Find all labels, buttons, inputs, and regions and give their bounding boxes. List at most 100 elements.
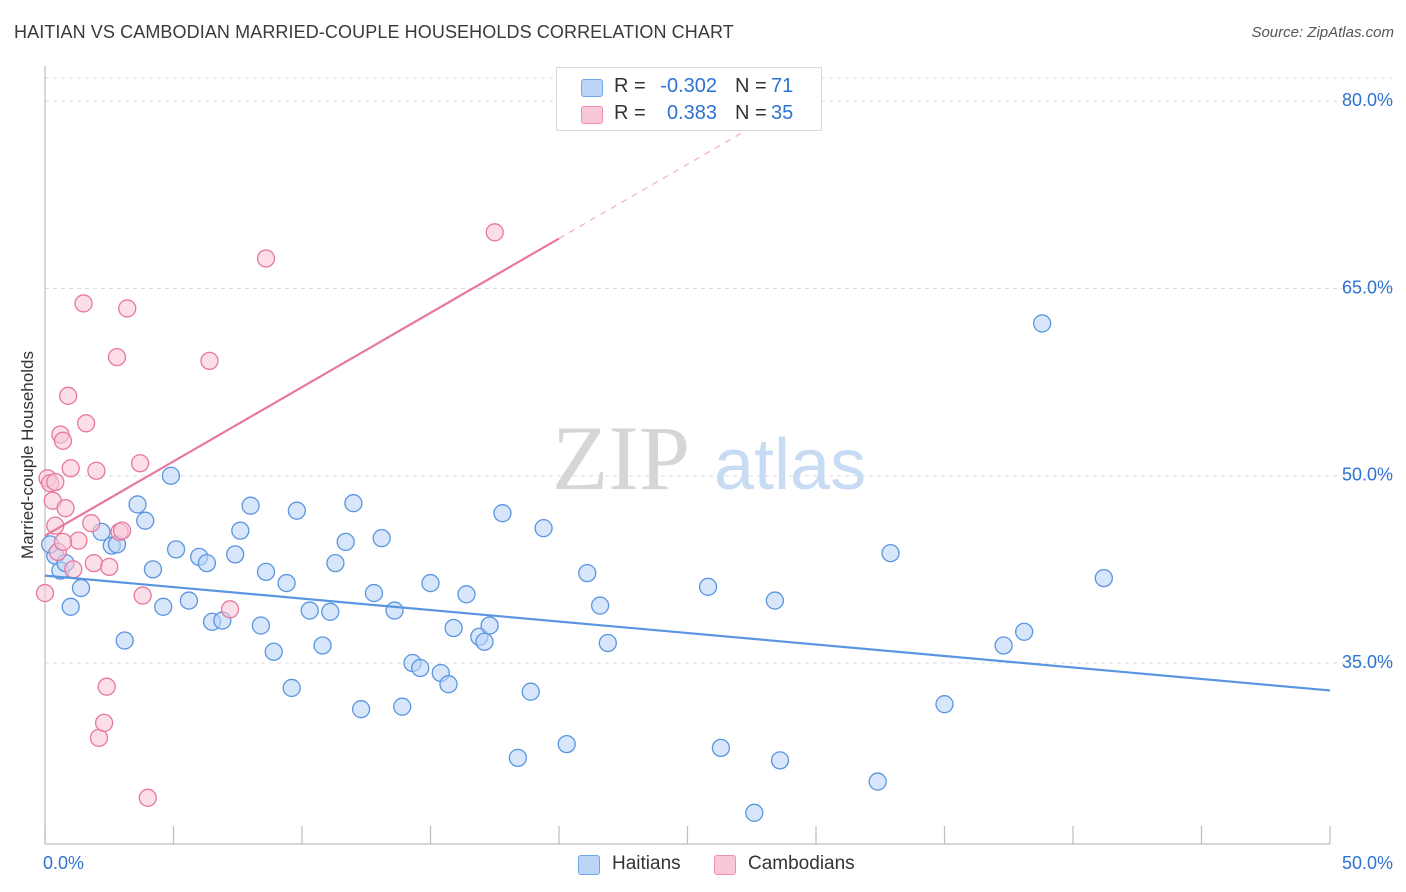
data-points xyxy=(35,223,1113,822)
haitian-point xyxy=(264,642,283,661)
haitians-swatch xyxy=(581,79,603,97)
cambodian-point xyxy=(64,560,83,579)
haitian-point xyxy=(326,553,345,573)
haitian-point xyxy=(115,631,134,650)
cambodian-point xyxy=(58,386,78,405)
cambodian-point xyxy=(133,586,152,605)
haitian-point xyxy=(868,772,887,791)
haitian-point xyxy=(698,577,718,596)
haitian-point xyxy=(508,748,528,768)
cambodian-point xyxy=(94,713,114,733)
haitian-point xyxy=(935,695,954,714)
cambodian-point xyxy=(56,499,75,518)
haitian-point xyxy=(251,616,271,635)
haitian-point xyxy=(480,616,499,635)
haitian-point xyxy=(578,563,597,583)
cambodian-point xyxy=(220,600,240,619)
chart-title: HAITIAN VS CAMBODIAN MARRIED-COUPLE HOUS… xyxy=(14,22,734,42)
haitian-point xyxy=(197,553,217,573)
haitian-point xyxy=(256,562,276,582)
haitian-point xyxy=(765,591,785,610)
haitian-point xyxy=(241,496,260,515)
axes xyxy=(44,66,1331,845)
cambodian-point xyxy=(76,414,96,433)
x-tick-label: 50.0% xyxy=(1342,853,1393,873)
haitians-swatch xyxy=(578,855,600,875)
haitian-point xyxy=(994,636,1013,655)
haitian-point xyxy=(313,636,332,655)
haitian-point xyxy=(143,560,163,579)
y-tick-label: 50.0% xyxy=(1342,465,1393,485)
haitian-point xyxy=(226,545,245,564)
stats-row-cambodians: R = 0.383 N = 35 xyxy=(557,99,821,127)
cambodian-point xyxy=(87,461,106,480)
cambodian-point xyxy=(200,351,219,371)
haitian-point xyxy=(521,682,540,701)
watermark-zip: ZIP xyxy=(552,407,690,509)
haitian-point xyxy=(351,700,371,719)
n-value: 35 xyxy=(771,102,794,124)
y-tick-label: 35.0% xyxy=(1342,652,1393,672)
haitian-point xyxy=(475,632,494,651)
cambodian-point xyxy=(61,459,80,478)
cambodians-trend-line-extension xyxy=(558,89,817,240)
legend-label: Cambodians xyxy=(748,853,855,874)
haitian-point xyxy=(393,697,412,716)
cambodian-point xyxy=(46,472,65,492)
haitian-point xyxy=(421,573,440,593)
haitian-point xyxy=(128,495,147,514)
n-label: N = xyxy=(735,102,767,124)
haitian-point xyxy=(411,658,430,678)
haitian-point xyxy=(711,738,731,758)
cambodian-point xyxy=(35,583,55,603)
cambodian-point xyxy=(84,553,103,573)
y-tick-label: 80.0% xyxy=(1342,90,1393,110)
haitian-point xyxy=(770,751,790,770)
haitian-point xyxy=(287,501,307,520)
haitian-point xyxy=(881,543,900,563)
haitian-point xyxy=(598,633,617,653)
haitian-point xyxy=(136,511,155,530)
haitian-point xyxy=(439,675,458,694)
r-label: R = xyxy=(614,75,646,97)
tick-labels: 35.0% 50.0% 65.0% 80.0% 0.0% 50.0% xyxy=(43,90,1393,873)
haitian-point xyxy=(336,532,355,552)
cambodian-point xyxy=(82,514,101,533)
r-label: R = xyxy=(614,102,646,124)
cambodian-point xyxy=(485,223,504,242)
y-axis-label: Married-couple Households xyxy=(18,351,37,559)
haitian-point xyxy=(179,591,199,610)
cambodians-swatch xyxy=(714,855,736,875)
haitians-trend-line xyxy=(44,574,1331,692)
cambodians-swatch xyxy=(581,106,603,124)
cambodians-trend-line xyxy=(44,237,560,537)
haitian-point xyxy=(385,601,404,620)
source-label: Source: ZipAtlas.com xyxy=(1251,24,1394,41)
haitian-point xyxy=(1015,622,1034,641)
cambodian-point xyxy=(100,557,119,577)
haitian-point xyxy=(457,585,476,604)
haitian-point xyxy=(364,583,384,603)
y-tick-label: 65.0% xyxy=(1342,277,1393,297)
x-tick-label: 0.0% xyxy=(43,853,84,873)
cambodian-point xyxy=(138,788,157,807)
cambodian-point xyxy=(107,347,127,367)
n-label: N = xyxy=(735,75,767,97)
haitian-point xyxy=(166,540,186,559)
haitian-point xyxy=(277,573,296,593)
cambodian-point xyxy=(256,249,276,268)
cambodian-point xyxy=(97,677,116,696)
haitian-point xyxy=(321,602,340,621)
haitian-point xyxy=(344,494,363,513)
cambodian-point xyxy=(53,532,73,552)
stats-legend: R = -0.302 N = 71 R = 0.383 N = 35 xyxy=(556,67,822,131)
haitian-point xyxy=(534,519,553,538)
watermark: ZIP atlas xyxy=(552,407,866,509)
grid-lines xyxy=(45,77,1392,664)
haitian-point xyxy=(71,578,91,598)
watermark-atlas: atlas xyxy=(714,425,866,505)
stats-row-haitians: R = -0.302 N = 71 xyxy=(557,72,821,100)
haitian-point xyxy=(231,521,250,540)
cambodian-point xyxy=(118,299,137,318)
